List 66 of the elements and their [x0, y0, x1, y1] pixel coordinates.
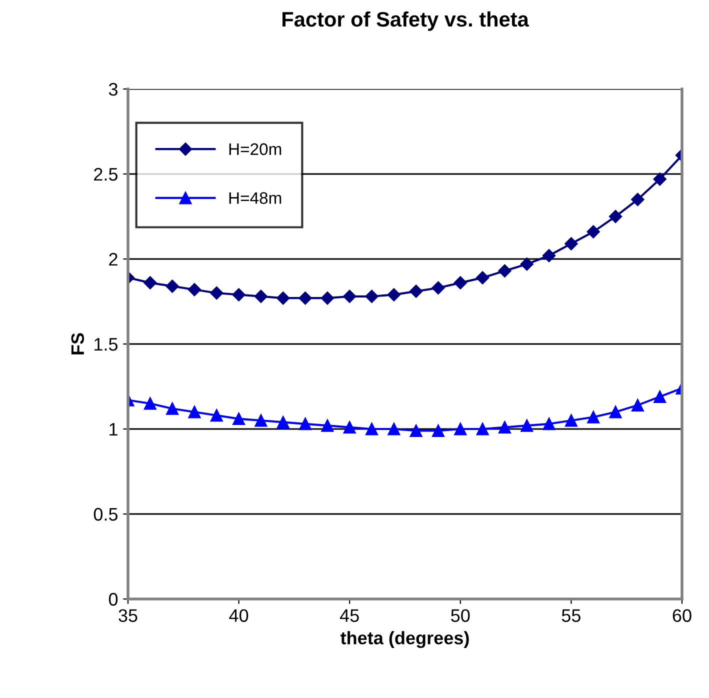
y-tick-label: 0.5 — [94, 508, 118, 521]
point — [542, 249, 556, 262]
point — [564, 414, 578, 427]
legend-label: H=20m — [229, 143, 282, 156]
point — [144, 397, 156, 410]
point — [586, 225, 600, 238]
point — [387, 288, 401, 302]
chart-title: Factor of Safety vs. theta — [282, 11, 530, 31]
y-tick-label: 2 — [109, 252, 118, 266]
point — [653, 172, 666, 186]
point — [608, 210, 622, 224]
x-axis-title: theta (degrees) — [340, 631, 469, 648]
y-tick-label: 1.5 — [94, 338, 118, 351]
point — [188, 283, 202, 296]
point — [254, 414, 268, 427]
point — [144, 276, 157, 290]
point — [365, 290, 378, 303]
point — [188, 406, 201, 418]
x-tick-label: 55 — [562, 609, 580, 622]
y-tick-label: 3 — [108, 82, 118, 96]
point — [498, 421, 511, 434]
point — [520, 419, 534, 432]
point — [343, 290, 356, 303]
point — [232, 412, 246, 426]
point — [321, 419, 334, 432]
x-tick-label: 60 — [672, 609, 692, 622]
legend-label: H=48m — [229, 192, 282, 204]
x-tick-label: 35 — [118, 609, 138, 622]
point — [232, 288, 246, 302]
point — [210, 286, 224, 300]
point — [498, 264, 512, 278]
point — [409, 284, 423, 298]
point — [299, 418, 312, 430]
point — [432, 424, 444, 437]
point — [542, 418, 556, 430]
y-axis-title: FS — [71, 333, 84, 354]
point — [454, 276, 467, 290]
point — [476, 271, 490, 284]
point — [210, 409, 223, 422]
point — [654, 390, 666, 403]
point — [432, 281, 445, 294]
point — [388, 422, 400, 436]
y-tick-label: 2.5 — [94, 168, 118, 181]
x-tick-label: 50 — [451, 609, 470, 622]
point — [631, 192, 644, 206]
point — [320, 292, 334, 305]
point — [631, 398, 644, 412]
x-tick-label: 45 — [340, 609, 359, 622]
y-tick-label: 0 — [108, 592, 118, 606]
point — [166, 280, 179, 293]
point — [520, 258, 534, 271]
point — [298, 292, 312, 305]
point — [254, 290, 268, 303]
point — [276, 292, 290, 305]
y-tick-label: 1 — [110, 423, 118, 436]
point — [276, 416, 290, 428]
point — [366, 422, 378, 436]
point — [564, 237, 578, 250]
point — [166, 402, 179, 415]
point — [476, 422, 489, 436]
point — [343, 421, 356, 434]
point — [410, 424, 422, 437]
point — [609, 406, 622, 418]
point — [587, 410, 600, 424]
x-tick-label: 40 — [229, 609, 248, 622]
point — [454, 422, 467, 436]
